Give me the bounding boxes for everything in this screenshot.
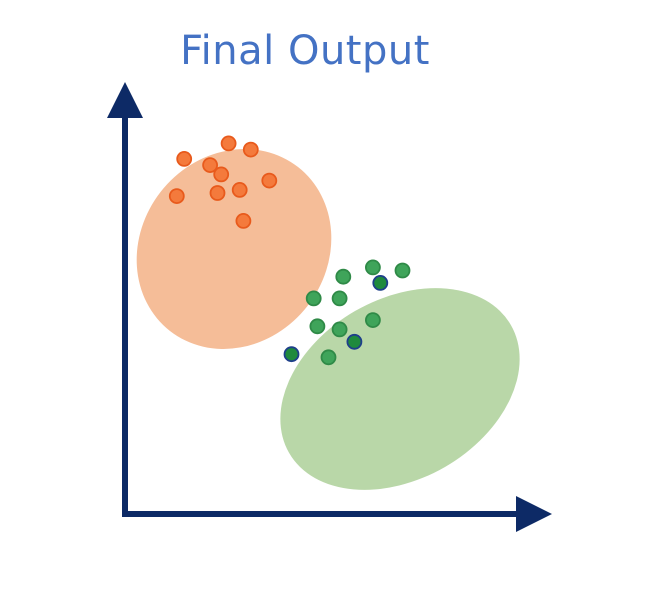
cluster-orange-point-5 [213, 166, 230, 183]
cluster-orange-point-1 [176, 150, 193, 167]
cluster-orange-point-7 [168, 188, 185, 205]
cluster-orange-point-10 [235, 212, 252, 229]
cluster-green-point-4 [372, 274, 389, 291]
cluster-orange-point-8 [209, 185, 226, 201]
cluster-green-point-8 [309, 318, 326, 335]
cluster-green-point-5 [305, 290, 322, 307]
cluster-green-point-7 [364, 312, 381, 329]
cluster-orange-region [136, 149, 332, 349]
cluster-orange-point-2 [220, 135, 237, 152]
cluster-green-point-6 [331, 290, 348, 307]
cluster-orange-point-4 [202, 157, 219, 174]
cluster-green-point-2 [394, 262, 411, 279]
cluster-green-point-9 [331, 321, 348, 338]
cluster-green-point-11 [283, 346, 300, 363]
page-title: Final Output [180, 28, 430, 74]
cluster-orange-point-3 [242, 141, 259, 158]
cluster-green-point-1 [364, 259, 381, 276]
cluster-green-region [280, 288, 520, 490]
cluster-orange-point-9 [231, 181, 248, 198]
points-layer [168, 135, 411, 366]
cluster-green-point-12 [320, 349, 337, 366]
cluster-orange-point-6 [261, 172, 278, 189]
cluster-green-point-10 [346, 333, 363, 350]
cluster-green-point-3 [335, 268, 352, 285]
